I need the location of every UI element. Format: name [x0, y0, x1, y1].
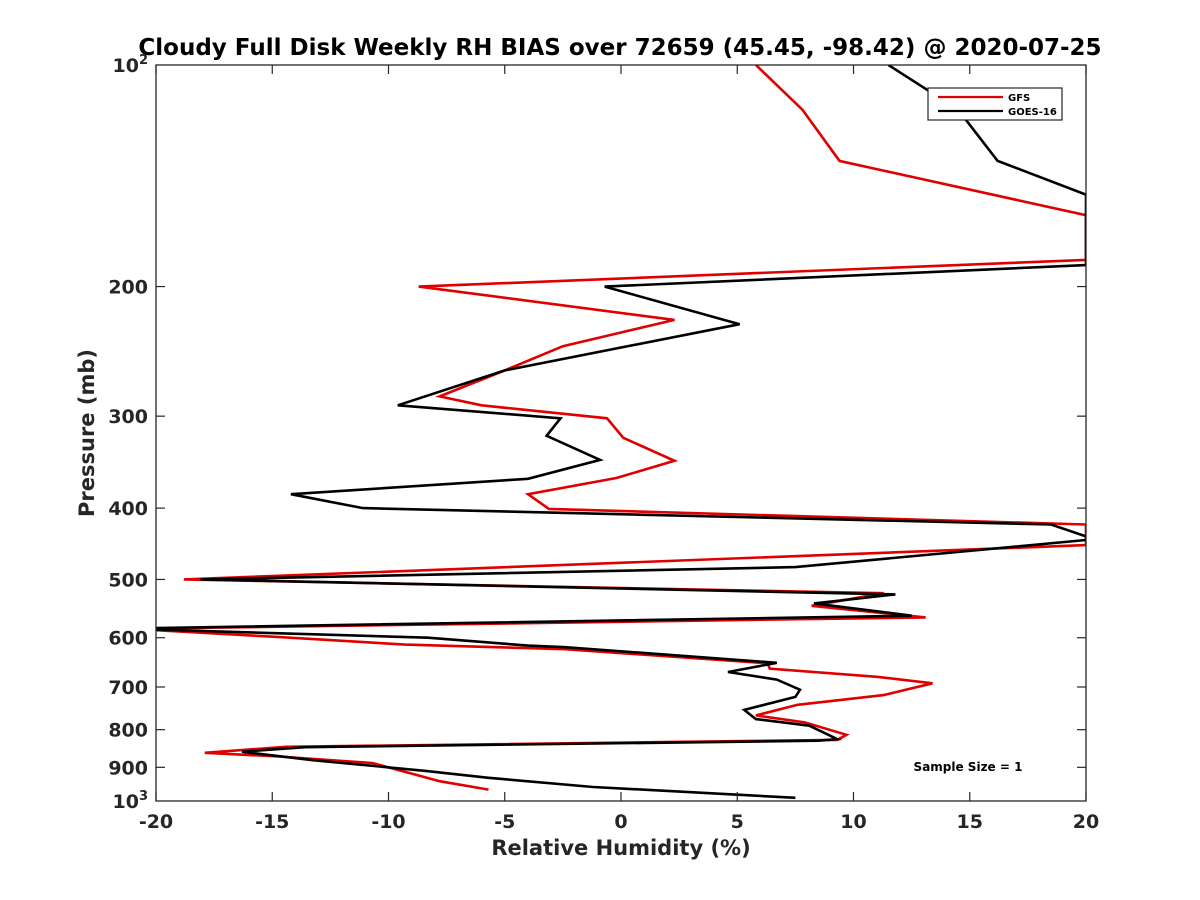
y-tick-label-power: 102: [113, 53, 149, 77]
legend-label-gfs: GFS: [1008, 93, 1030, 104]
x-tick-label: -15: [255, 811, 289, 833]
y-tick-label: 500: [108, 569, 148, 591]
x-tick-label: 20: [1073, 811, 1099, 833]
x-tick-label: -10: [371, 811, 405, 833]
y-tick-label-power: 103: [113, 789, 149, 813]
sample-size-annotation: Sample Size = 1: [914, 760, 1023, 774]
y-axis: 200 300 400 500 600 700 800 900 102 103: [108, 53, 1086, 813]
y-tick-label: 200: [108, 277, 148, 299]
y-axis-label: Pressure (mb): [75, 349, 99, 517]
y-tick-label: 600: [108, 628, 148, 650]
legend[interactable]: GFS GOES-16: [927, 87, 1063, 121]
x-tick-label: -20: [139, 811, 173, 833]
x-tick-label: 15: [957, 811, 983, 833]
series-line-gfs: [156, 65, 1086, 791]
series-layer: [156, 65, 1086, 800]
y-tick-label: 900: [108, 757, 148, 779]
y-tick-label: 300: [108, 406, 148, 428]
series-line-goes16: [156, 65, 1086, 800]
legend-box: [927, 87, 1063, 121]
y-tick-label: 700: [108, 677, 148, 699]
y-tick-label: 400: [108, 498, 148, 520]
x-tick-label: -5: [494, 811, 515, 833]
x-axis-label: Relative Humidity (%): [491, 836, 750, 860]
x-tick-label: 0: [614, 811, 627, 833]
x-axis: -20 -15 -10 -5 0 5 10 15 20: [139, 65, 1099, 833]
chart-title: Cloudy Full Disk Weekly RH BIAS over 726…: [138, 35, 1101, 61]
y-tick-label: 800: [108, 720, 148, 742]
legend-label-goes16: GOES-16: [1008, 107, 1057, 118]
x-tick-label: 10: [840, 811, 866, 833]
x-tick-label: 5: [731, 811, 744, 833]
